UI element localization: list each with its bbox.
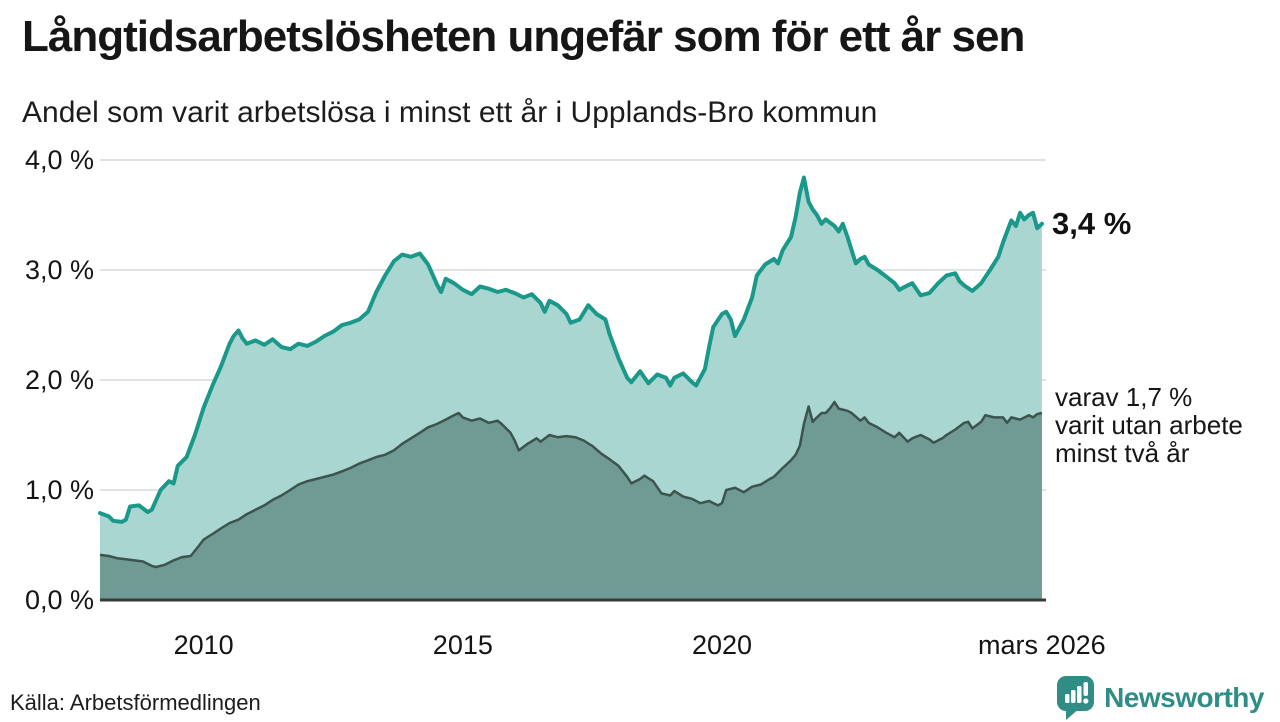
source-credit: Källa: Arbetsförmedlingen	[10, 690, 261, 715]
end-value-label-two-years: varav 1,7 % varit utan arbete minst två …	[1055, 382, 1243, 468]
area-unemployed-two-years	[100, 402, 1042, 600]
newsworthy-brand: Newsworthy	[1056, 676, 1264, 720]
newsworthy-logo-text: Newsworthy	[1104, 682, 1264, 713]
end-value-label-total: 3,4 %	[1052, 206, 1132, 241]
y-tick-label: 2,0 %	[24, 365, 94, 395]
page-title: Långtidsarbetslösheten ungefär som för e…	[22, 12, 1025, 61]
y-tick-label: 4,0 %	[24, 145, 94, 175]
newsworthy-logo-icon	[1057, 676, 1095, 720]
line-unemployed-two-years	[99, 400, 1043, 569]
x-tick-label: 2010	[173, 630, 234, 660]
x-tick-label: mars 2026	[978, 630, 1106, 660]
y-tick-label: 0,0 %	[24, 585, 94, 615]
chart-subtitle: Andel som varit arbetslösa i minst ett å…	[22, 96, 878, 129]
y-tick-label: 3,0 %	[24, 255, 94, 285]
line-unemployed-one-year	[98, 175, 1044, 524]
x-tick-label: 2015	[432, 630, 493, 660]
x-tick-label: 2020	[691, 630, 753, 660]
y-tick-label: 1,0 %	[24, 475, 94, 505]
